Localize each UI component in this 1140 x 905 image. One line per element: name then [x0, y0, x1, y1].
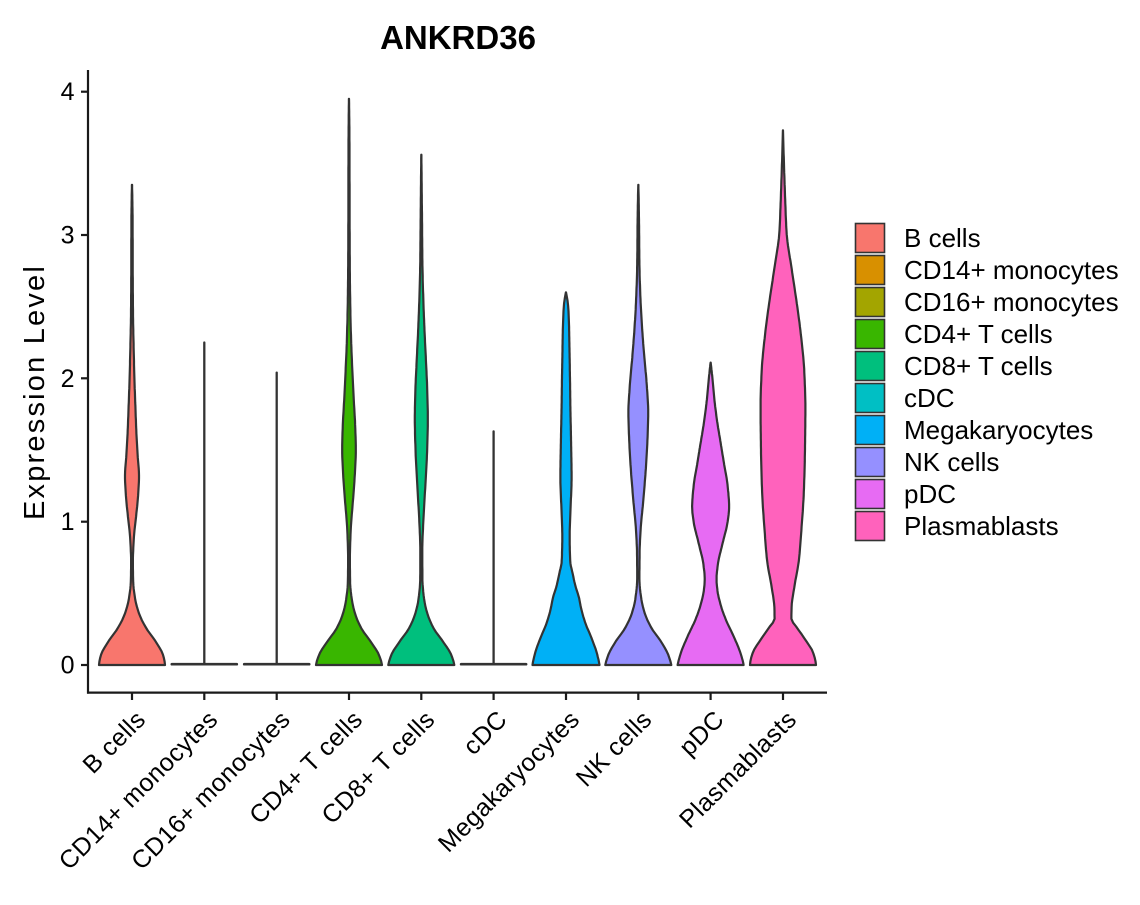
svg-text:NK cells: NK cells: [904, 447, 999, 477]
svg-text:Megakaryocytes: Megakaryocytes: [904, 415, 1093, 445]
svg-text:ANKRD36: ANKRD36: [380, 19, 536, 56]
svg-text:CD14+ monocytes: CD14+ monocytes: [904, 255, 1119, 285]
svg-text:B cells: B cells: [904, 223, 981, 253]
svg-text:2: 2: [61, 365, 75, 393]
svg-text:pDC: pDC: [904, 479, 956, 509]
svg-text:CD8+ T cells: CD8+ T cells: [904, 351, 1053, 381]
svg-text:Expression Level: Expression Level: [19, 264, 51, 520]
svg-text:4: 4: [61, 78, 75, 106]
svg-text:3: 3: [61, 222, 75, 250]
svg-text:1: 1: [61, 508, 75, 536]
svg-text:CD4+ T cells: CD4+ T cells: [904, 319, 1053, 349]
svg-text:cDC: cDC: [904, 383, 955, 413]
svg-text:CD16+ monocytes: CD16+ monocytes: [904, 287, 1119, 317]
svg-text:Plasmablasts: Plasmablasts: [904, 511, 1059, 541]
svg-text:0: 0: [61, 652, 75, 680]
